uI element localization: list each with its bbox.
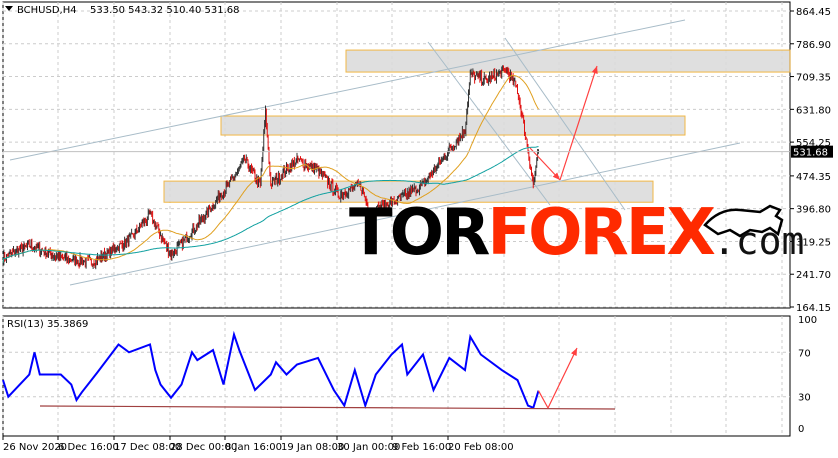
x-tick-label: 26 Nov 2020: [3, 442, 67, 453]
rsi-tick-label: 30: [798, 393, 811, 404]
rsi-pane-frame: [2, 315, 791, 437]
bull-icon: [703, 204, 784, 238]
y-tick-label: 396.80: [796, 205, 831, 216]
y-tick-label: 864.45: [796, 7, 831, 18]
rsi-tick-label: 100: [798, 315, 817, 326]
y-tick-label: 554.25: [796, 138, 831, 149]
channel-lower-line: [69, 142, 741, 286]
moving-average-fast: [2, 74, 539, 263]
rsi-forecast-arrow-up: [547, 347, 578, 409]
support-resistance-zone: [220, 115, 686, 136]
x-tick-label: 9 Feb 16:00: [392, 442, 451, 453]
channel-upper-line: [9, 19, 686, 161]
trend-line: [427, 41, 551, 206]
x-tick-label: 8 Jan 16:00: [225, 442, 282, 453]
x-tick-label: 19 Jan 08:00: [281, 442, 344, 453]
y-tick-label: 164.15: [796, 303, 831, 314]
rsi-forecast-arrow-down: [537, 390, 549, 409]
y-tick-label: 319.25: [796, 237, 831, 248]
support-resistance-zone: [345, 49, 791, 73]
y-tick-label: 709.35: [796, 73, 831, 84]
bull-outline: [703, 204, 784, 238]
rsi-title: RSI(13) 35.3869: [7, 319, 88, 330]
current-price-label: 531.68: [793, 148, 828, 159]
logo: TORFOREX.com: [349, 196, 804, 276]
logo-forex: FOREX: [487, 196, 715, 270]
rsi-forecast-arrow-up-head: [570, 348, 577, 356]
trend-line: [504, 37, 626, 211]
forecast-arrow-up: [559, 65, 598, 181]
current-price-tag: [791, 145, 833, 158]
forecast-arrow-down-head: [552, 172, 560, 180]
y-tick-label: 241.70: [796, 270, 831, 281]
x-tick-label: 30 Jan 00:00: [337, 442, 400, 453]
logo-com: .com: [712, 219, 805, 263]
moving-average-slow: [2, 146, 539, 263]
y-tick-label: 474.35: [796, 172, 831, 183]
rsi-line: [2, 330, 540, 410]
ohlc-label: 533.50 543.32 510.40 531.68: [90, 5, 240, 16]
triangle-down-icon: [5, 6, 13, 11]
x-tick-label: 6 Dec 16:00: [58, 442, 119, 453]
y-tick-label: 631.80: [796, 105, 831, 116]
x-tick-label: 17 Dec 08:00: [114, 442, 181, 453]
rsi-tick-label: 70: [798, 348, 811, 359]
y-tick-label: 786.90: [796, 40, 831, 51]
forecast-arrow-up-head: [591, 66, 598, 74]
logo-tor: TOR: [349, 196, 490, 270]
rsi-tick-label: 0: [798, 424, 804, 435]
x-tick-label: 28 Dec 00:00: [170, 442, 237, 453]
rsi-support-line: [39, 405, 616, 410]
x-tick-label: 20 Feb 08:00: [448, 442, 514, 453]
symbol-label: BCHUSD,H4: [17, 5, 77, 16]
